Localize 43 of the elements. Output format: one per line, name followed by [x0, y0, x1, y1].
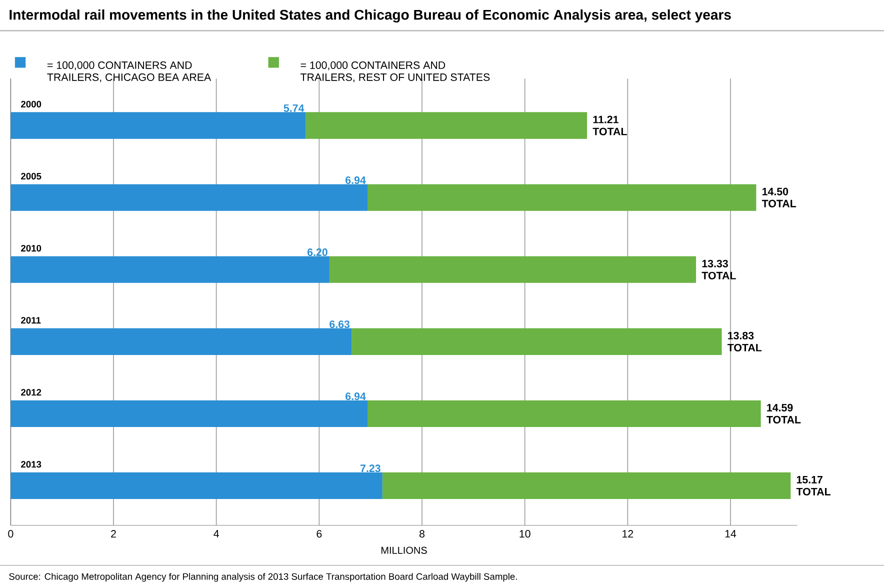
bar — [10, 256, 330, 283]
x-tick-label: 4 — [214, 530, 219, 538]
bar — [352, 328, 722, 355]
bar — [306, 112, 588, 139]
bar — [368, 184, 756, 211]
data-label: 7.23 — [360, 464, 380, 472]
data-label: 6.63 — [330, 320, 350, 328]
y-tick-label: 2010 — [21, 244, 42, 252]
y-tick-label: 2013 — [21, 461, 42, 468]
legend-label: = 100,000 CONTAINERS AND TRAILERS, CHICAGO BEA AREA — [47, 61, 212, 82]
data-label: 6.94 — [346, 392, 366, 400]
x-tick-label: 6 — [316, 530, 322, 538]
total-label: 14.50 TOTAL — [762, 188, 796, 208]
source-note: Source: Chicago Metropolitan Agency for Planning analysis of 2013 Surface Transportation Board Carload Waybill Sample. — [9, 572, 517, 582]
chart-title: Intermodal rail movements in the United States and Chicago Bureau of Economic Analysis area, select years — [10, 9, 731, 23]
bar — [10, 112, 306, 139]
y-tick-label: 2000 — [21, 100, 42, 108]
bar — [382, 472, 791, 500]
data-label: 6.20 — [307, 248, 328, 256]
y-tick-label: 2011 — [21, 316, 41, 324]
x-tick-label: 0 — [8, 530, 14, 538]
x-tick-label: 10 — [520, 530, 530, 538]
total-label: 15.17 TOTAL — [796, 476, 830, 496]
total-label: 13.33 TOTAL — [702, 260, 736, 280]
bar — [10, 400, 368, 428]
total-label: 11.21 TOTAL — [592, 116, 627, 136]
total-label: 13.83 TOTAL — [727, 332, 762, 352]
bar — [368, 400, 761, 428]
data-label: 6.94 — [346, 176, 366, 184]
x-tick-label: 8 — [419, 530, 424, 538]
x-tick-label: 14 — [725, 530, 736, 538]
x-axis-title: MILLIONS — [381, 546, 427, 554]
total-label: 14.59 TOTAL — [766, 404, 801, 424]
y-tick-label: 2012 — [21, 389, 42, 396]
legend-label: = 100,000 CONTAINERS AND TRAILERS, REST OF UNITED STATES — [300, 61, 490, 82]
x-tick-label: 12 — [622, 530, 634, 538]
bar — [329, 256, 696, 283]
bar — [10, 184, 368, 211]
y-tick-label: 2005 — [21, 172, 42, 180]
data-label: 5.74 — [284, 104, 304, 112]
bar — [10, 328, 352, 355]
x-tick-label: 2 — [111, 530, 116, 538]
bar — [10, 472, 382, 500]
